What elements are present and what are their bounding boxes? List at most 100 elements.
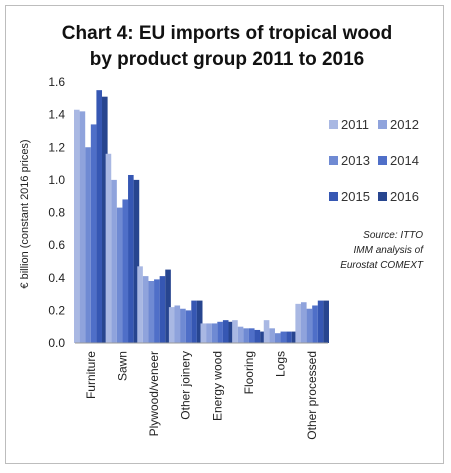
legend: 2011 2012 2013 2014 2015 2016 <box>329 117 419 204</box>
bar <box>148 281 155 343</box>
bar <box>312 305 318 343</box>
legend-label: 2014 <box>390 153 419 168</box>
bar <box>122 199 129 343</box>
bar <box>269 328 275 343</box>
chart-frame: Chart 4: EU imports of tropical wood by … <box>5 5 444 464</box>
source-note-line-1: Source: ITTO <box>363 230 423 241</box>
y-tick-label: 0.4 <box>48 271 65 285</box>
bar <box>222 320 229 343</box>
bar <box>295 303 301 343</box>
bar-group <box>232 320 266 343</box>
x-axis: Furniture Sawn Plywood/veneer Other joinery… <box>75 342 328 440</box>
x-tick-label: Other processed <box>305 351 319 440</box>
bar <box>105 153 112 343</box>
source-note: Source: ITTO IMM analysis of Eurostat CO… <box>340 230 424 271</box>
bar <box>274 333 281 343</box>
bar <box>200 323 207 343</box>
bar <box>142 276 149 343</box>
bar-group <box>74 90 108 344</box>
legend-item: 2013 <box>329 153 370 168</box>
bar <box>111 179 117 344</box>
bar <box>191 300 197 343</box>
bar <box>254 329 261 343</box>
bar <box>306 308 313 343</box>
bar <box>128 174 134 343</box>
source-note-line-2: IMM analysis of <box>354 245 425 256</box>
x-tick-label: Sawn <box>115 351 129 381</box>
bar <box>96 90 103 343</box>
bar-group <box>263 320 298 343</box>
legend-swatch <box>329 192 338 201</box>
bar <box>286 331 292 343</box>
legend-item: 2016 <box>378 189 419 204</box>
bar <box>102 96 108 344</box>
y-tick-label: 1.4 <box>48 108 65 122</box>
y-tick-label: 1.6 <box>48 75 65 89</box>
bar <box>90 124 97 343</box>
y-tick-label: 0.6 <box>48 238 65 252</box>
bar <box>280 331 287 343</box>
legend-label: 2015 <box>341 189 370 204</box>
bar <box>291 331 298 343</box>
source-note-line-3: Eurostat COMEXT <box>340 260 424 271</box>
y-tick-label: 1.0 <box>48 173 65 187</box>
bar <box>137 266 143 343</box>
x-tick-label: Plywood/veneer <box>147 351 161 436</box>
legend-item: 2015 <box>329 189 370 204</box>
bar <box>217 321 223 343</box>
legend-swatch <box>378 120 387 129</box>
y-tick-label: 0.2 <box>48 303 65 317</box>
chart-title-line-2: by product group 2011 to 2016 <box>90 49 365 70</box>
bar <box>174 305 181 343</box>
legend-swatch <box>329 120 338 129</box>
legend-label: 2016 <box>390 189 419 204</box>
legend-label: 2011 <box>341 117 369 132</box>
y-tick-label: 0.8 <box>48 206 65 220</box>
bar <box>79 111 86 343</box>
bar <box>74 109 80 343</box>
bar <box>243 328 249 343</box>
chart-title-line-1: Chart 4: EU imports of tropical wood <box>62 23 392 44</box>
bar-group <box>168 300 203 344</box>
x-tick-label: Energy wood <box>210 351 224 421</box>
bar <box>248 328 255 343</box>
bar <box>168 307 175 343</box>
bar <box>154 279 160 343</box>
x-tick-label: Furniture <box>84 351 98 399</box>
bar <box>260 331 266 343</box>
bar <box>323 300 329 343</box>
legend-swatch <box>378 156 387 165</box>
bar <box>133 179 140 344</box>
bar <box>196 300 203 343</box>
bar <box>211 323 218 343</box>
bar-group <box>295 300 329 343</box>
legend-swatch <box>378 192 387 201</box>
legend-swatch <box>329 156 338 165</box>
bar <box>237 326 244 343</box>
bar <box>300 302 307 343</box>
y-axis-label: € billion (constant 2016 prices) <box>19 139 31 288</box>
bar-group <box>137 266 171 343</box>
bar <box>165 269 171 343</box>
bar <box>263 320 270 343</box>
x-tick-label: Logs <box>274 351 288 377</box>
bar <box>317 300 324 343</box>
bar <box>85 147 91 343</box>
bar <box>228 321 235 343</box>
bar <box>180 308 186 343</box>
legend-label: 2013 <box>341 153 370 168</box>
bar <box>116 207 123 343</box>
x-tick-label: Other joinery <box>179 351 193 420</box>
bar-group <box>105 153 140 344</box>
bar <box>185 310 192 344</box>
bar-group <box>200 320 235 343</box>
legend-item: 2011 <box>329 117 369 132</box>
bar <box>206 323 212 343</box>
y-tick-label: 1.2 <box>48 140 65 154</box>
bars <box>74 90 329 344</box>
legend-item: 2012 <box>378 117 419 132</box>
legend-label: 2012 <box>390 117 419 132</box>
y-tick-label: 0.0 <box>48 336 65 350</box>
x-tick-label: Flooring <box>242 351 256 394</box>
y-axis: 0.0 0.2 0.4 0.6 0.8 1.0 1.2 1.4 1.6 <box>48 75 65 350</box>
